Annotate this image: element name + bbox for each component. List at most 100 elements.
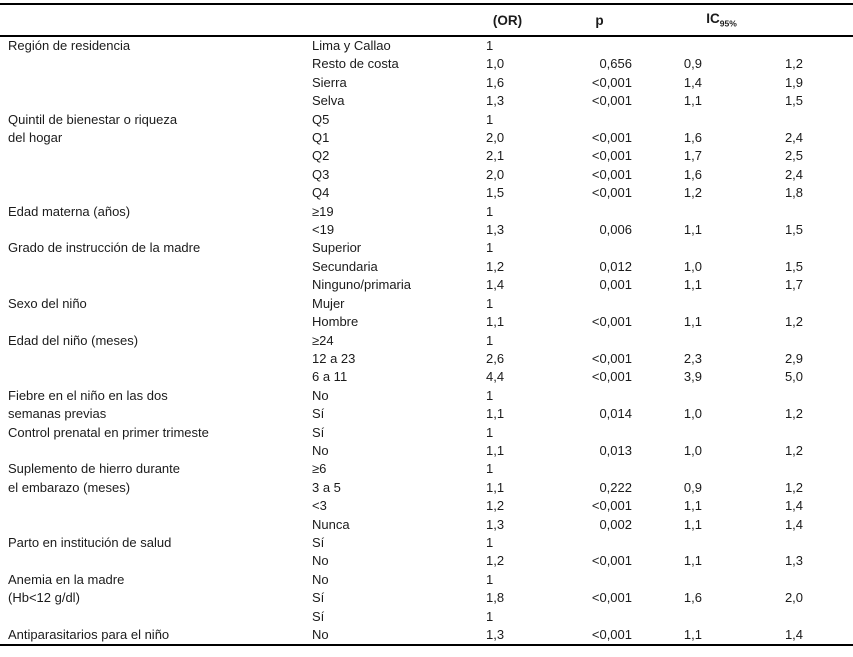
table-row: Sierra 1,6 <0,001 1,4 1,9 [0,74,853,92]
cell-category: <19 [312,222,335,238]
cell-category: ≥24 [312,332,334,348]
cell-variable: Sexo del niño [8,295,87,311]
cell-category: ≥6 [312,461,327,477]
cell-ci-upper: 1,9 [784,74,804,90]
cell-p: 0,012 [599,258,632,274]
cell-ci-lower [640,571,710,589]
cell-or: 1,8 [486,590,505,606]
cell-variable [0,221,307,239]
cell-variable: del hogar [8,130,63,146]
table-row: 12 a 23 2,6 <0,001 2,3 2,9 [0,350,853,368]
table-row: del hogar Q1 2,0 <0,001 1,6 2,4 [0,129,853,147]
cell-ci-lower [640,424,710,442]
cell-p [545,424,640,442]
cell-ci-upper [710,239,853,257]
table-row: Edad materna (años) ≥19 1 [0,203,853,221]
cell-ci-upper [710,203,853,221]
cell-ci-lower: 1,6 [683,166,702,182]
cell-category: Nunca [312,516,350,532]
cell-or: 1 [486,424,494,440]
cell-variable: Edad materna (años) [8,203,131,219]
cell-category: Lima y Callao [312,38,391,53]
cell-ci-upper: 5,0 [784,369,804,385]
cell-p: <0,001 [591,93,632,109]
cell-ci-upper [710,295,853,313]
cell-p [545,534,640,552]
cell-ci-lower: 1,7 [683,148,702,164]
table-row: Parto en institución de salud Sí 1 [0,534,853,552]
cell-ci-upper: 1,7 [784,277,804,293]
cell-p: <0,001 [545,626,640,647]
cell-ci-lower [640,36,710,55]
cell-category: Sierra [312,74,347,90]
cell-category: <3 [312,498,327,514]
cell-ci-lower: 0,9 [683,479,702,495]
cell-variable [0,184,307,202]
cell-variable [0,442,307,460]
cell-ci-lower: 0,9 [683,56,702,72]
table-row: No 1,2 <0,001 1,1 1,3 [0,552,853,570]
cell-ci-upper: 2,4 [784,130,804,146]
cell-ci-lower: 1,0 [683,406,702,422]
cell-or: 1 [486,38,494,53]
table-row: Nunca 1,3 0,002 1,1 1,4 [0,516,853,534]
cell-p: <0,001 [591,130,632,146]
col-header-ic95: IC95% [640,3,853,37]
cell-p: 0,001 [599,277,632,293]
cell-p: <0,001 [591,166,632,182]
cell-or: 1 [486,240,494,256]
table-row: Antiparasitarios para el niño No 1,3 <0,001… [0,626,853,647]
cell-category: No [312,571,329,587]
cell-category: Sí [312,608,325,624]
table-row: Sexo del niño Mujer 1 [0,295,853,313]
cell-variable: Control prenatal en primer trimeste [8,424,209,440]
cell-p [545,111,640,129]
cell-category: Sí [312,424,325,440]
cell-ci-upper: 2,9 [784,350,804,366]
cell-ci-lower [640,608,710,626]
odds-ratio-table: (OR) p IC95% Región de residencia Lima y … [0,3,853,647]
cell-ci-upper [710,36,853,55]
cell-or: 1,6 [486,74,505,90]
cell-p: <0,001 [591,350,632,366]
cell-or: 1,1 [486,314,505,330]
cell-category: 6 a 11 [312,369,348,385]
table-header: (OR) p IC95% [0,3,853,37]
cell-variable [0,350,307,368]
table-row: Resto de costa 1,0 0,656 0,9 1,2 [0,55,853,73]
cell-ci-upper: 2,5 [784,148,804,164]
col-header-or: (OR) [470,3,545,37]
cell-variable: el embarazo (meses) [8,479,131,495]
cell-category: Sí [312,590,325,606]
cell-ci-lower: 1,1 [683,277,702,293]
cell-ci-upper: 1,5 [784,93,804,109]
cell-ci-lower [640,387,710,405]
cell-p: <0,001 [591,590,632,606]
cell-p: 0,014 [599,406,632,422]
cell-p: <0,001 [591,553,632,569]
cell-or: 1 [486,111,494,127]
col-header-variable [0,3,307,37]
table-row: Hombre 1,1 <0,001 1,1 1,2 [0,313,853,331]
cell-variable: Anemia en la madre [8,571,125,587]
cell-or: 1,1 [486,406,505,422]
cell-or: 2,1 [486,148,505,164]
cell-variable [0,368,307,386]
cell-variable: Suplemento de hierro durante [8,461,181,477]
cell-or: 1,3 [470,626,545,647]
cell-p [545,239,640,257]
cell-or: 2,0 [486,130,505,146]
cell-ci-upper [710,571,853,589]
cell-ci-lower: 1,1 [683,93,702,109]
cell-p: 0,002 [599,516,632,532]
cell-or: 1 [486,387,494,403]
cell-p [545,36,640,55]
cell-variable: Grado de instrucción de la madre [8,240,201,256]
cell-ci-lower: 1,1 [683,516,702,532]
cell-or: 1 [486,571,494,587]
cell-category: 12 a 23 [312,350,356,366]
cell-category: Sí [312,534,325,550]
cell-ci-upper [710,534,853,552]
cell-category: No [312,442,329,458]
cell-ci-lower [640,111,710,129]
